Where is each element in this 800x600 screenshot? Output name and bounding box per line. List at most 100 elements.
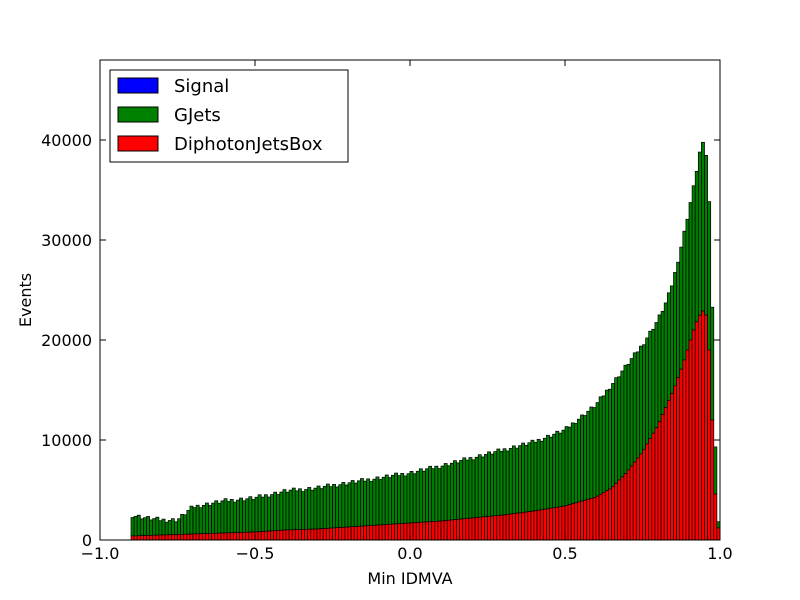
bar-diphotonjetsbox-bin-156 — [614, 482, 619, 541]
bar-diphotonjetsbox-bin-151 — [598, 493, 603, 541]
bar-diphotonjetsbox-bin-000 — [130, 535, 135, 541]
bar-gjets-bin-036 — [242, 500, 247, 533]
bar-diphotonjetsbox-bin-184 — [701, 310, 705, 541]
bar-diphotonjetsbox-bin-069 — [344, 526, 349, 541]
bar-diphotonjetsbox-bin-124 — [515, 512, 519, 541]
bar-diphotonjetsbox-bin-182 — [694, 321, 699, 541]
x-tick-label: 0.5 — [552, 544, 577, 563]
bar-gjets-bin-051 — [288, 489, 293, 531]
bar-diphotonjetsbox-bin-114 — [484, 516, 488, 541]
bar-gjets-bin-001 — [133, 515, 138, 537]
bar-diphotonjetsbox-bin-016 — [180, 533, 185, 541]
bar-diphotonjetsbox-bin-055 — [301, 529, 305, 541]
bar-gjets-bin-115 — [487, 451, 491, 517]
bar-gjets-bin-177 — [679, 246, 684, 370]
bar-gjets-bin-146 — [583, 415, 588, 501]
bar-gjets-bin-186 — [707, 201, 712, 351]
bar-diphotonjetsbox-bin-082 — [384, 524, 389, 541]
bar-diphotonjetsbox-bin-084 — [391, 523, 395, 541]
bar-gjets-bin-081 — [381, 476, 386, 526]
bar-diphotonjetsbox-bin-167 — [648, 438, 653, 541]
bar-diphotonjetsbox-bin-130 — [533, 510, 538, 541]
bar-gjets-bin-027 — [214, 500, 219, 534]
bar-gjets-bin-055 — [301, 491, 305, 530]
bar-diphotonjetsbox-bin-041 — [257, 531, 262, 541]
bar-diphotonjetsbox-bin-161 — [629, 465, 634, 541]
bar-gjets-bin-045 — [270, 494, 274, 532]
bar-gjets-bin-154 — [608, 388, 612, 490]
bar-diphotonjetsbox-bin-061 — [319, 528, 324, 541]
bar-gjets-bin-003 — [139, 518, 144, 536]
bar-gjets-bin-124 — [515, 447, 519, 514]
bar-diphotonjetsbox-bin-067 — [338, 527, 343, 541]
bar-gjets-bin-071 — [350, 480, 355, 528]
bar-gjets-bin-120 — [502, 448, 507, 516]
bar-gjets-bin-058 — [310, 489, 315, 530]
bar-gjets-bin-078 — [372, 478, 377, 526]
bar-diphotonjetsbox-bin-160 — [626, 469, 631, 541]
bar-diphotonjetsbox-bin-007 — [152, 534, 157, 541]
bar-diphotonjetsbox-bin-031 — [226, 532, 231, 541]
bar-diphotonjetsbox-bin-011 — [164, 534, 169, 541]
bar-gjets-bin-093 — [418, 468, 423, 523]
bar-diphotonjetsbox-bin-113 — [480, 516, 485, 541]
bar-diphotonjetsbox-bin-070 — [347, 526, 352, 541]
bar-diphotonjetsbox-bin-001 — [133, 535, 138, 541]
bar-gjets-bin-032 — [229, 499, 234, 534]
bar-diphotonjetsbox-bin-101 — [443, 520, 448, 541]
bar-diphotonjetsbox-bin-038 — [248, 531, 253, 541]
bar-diphotonjetsbox-bin-056 — [304, 528, 309, 541]
legend-label-gjets: GJets — [174, 105, 221, 126]
bar-gjets-bin-034 — [236, 499, 240, 533]
bar-gjets-bin-117 — [493, 451, 498, 517]
bar-gjets-bin-152 — [601, 395, 606, 493]
bar-gjets-bin-043 — [263, 494, 268, 532]
bar-gjets-bin-091 — [412, 473, 417, 524]
legend-swatch-signal — [117, 77, 159, 94]
bar-gjets-bin-057 — [307, 487, 312, 530]
bar-gjets-bin-092 — [415, 470, 420, 523]
bar-diphotonjetsbox-bin-017 — [183, 533, 188, 541]
bar-gjets-bin-141 — [567, 426, 572, 506]
bar-gjets-bin-176 — [676, 261, 681, 378]
legend-label-signal: Signal — [174, 76, 229, 97]
bar-gjets-bin-149 — [592, 407, 597, 498]
x-tick-label: −0.5 — [236, 544, 275, 563]
bar-gjets-bin-056 — [304, 489, 309, 530]
bar-gjets-bin-000 — [130, 517, 135, 537]
bar-gjets-bin-088 — [403, 475, 408, 524]
bar-gjets-bin-085 — [394, 472, 398, 525]
bar-diphotonjetsbox-bin-081 — [381, 524, 386, 541]
bar-diphotonjetsbox-bin-030 — [223, 532, 228, 541]
bar-diphotonjetsbox-bin-168 — [651, 432, 656, 541]
bar-gjets-bin-113 — [480, 456, 485, 518]
bar-gjets-bin-123 — [511, 445, 516, 514]
bar-diphotonjetsbox-bin-117 — [493, 515, 498, 541]
bar-gjets-bin-004 — [143, 517, 147, 536]
bar-gjets-bin-134 — [546, 434, 550, 510]
bar-gjets-bin-044 — [267, 496, 271, 532]
bar-gjets-bin-084 — [391, 474, 395, 525]
legend-swatch-gjets — [117, 106, 159, 123]
bar-diphotonjetsbox-bin-057 — [307, 528, 312, 541]
bar-diphotonjetsbox-bin-135 — [549, 507, 553, 541]
bar-diphotonjetsbox-bin-131 — [536, 509, 541, 541]
x-tick-label: 1.0 — [707, 544, 732, 563]
bar-gjets-bin-174 — [670, 285, 674, 394]
bar-diphotonjetsbox-bin-051 — [288, 529, 293, 541]
bar-diphotonjetsbox-bin-187 — [710, 419, 715, 541]
bar-diphotonjetsbox-bin-053 — [294, 529, 299, 541]
bar-gjets-bin-180 — [688, 202, 693, 341]
bar-gjets-bin-179 — [685, 218, 690, 351]
bar-gjets-bin-104 — [453, 460, 457, 521]
bar-diphotonjetsbox-bin-152 — [601, 492, 606, 541]
bar-gjets-bin-076 — [366, 478, 371, 527]
bar-diphotonjetsbox-bin-178 — [682, 359, 687, 541]
bar-gjets-bin-142 — [570, 422, 575, 505]
bar-gjets-bin-108 — [465, 459, 470, 519]
bar-diphotonjetsbox-bin-144 — [577, 501, 581, 541]
bar-gjets-bin-159 — [623, 364, 628, 474]
y-tick-label: 30000 — [41, 231, 92, 250]
bar-gjets-bin-147 — [586, 410, 591, 500]
